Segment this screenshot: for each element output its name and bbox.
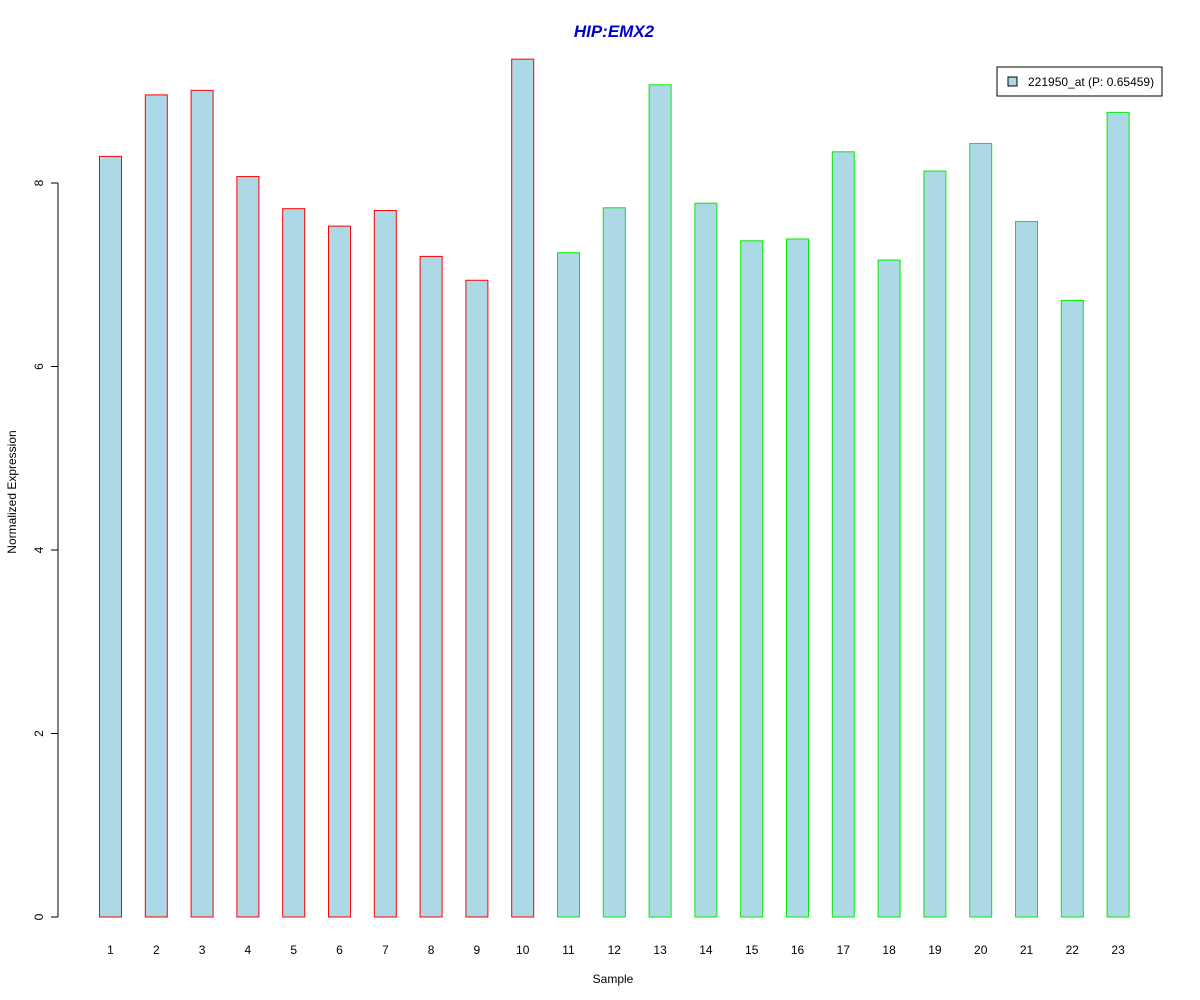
bar <box>740 240 764 918</box>
bar <box>877 259 901 918</box>
bar <box>282 208 306 918</box>
bars <box>99 58 1130 918</box>
bar <box>786 238 809 918</box>
x-tick-label: 1 <box>107 943 114 957</box>
bar <box>831 151 855 918</box>
x-tick-label: 9 <box>474 943 481 957</box>
x-axis-tick-labels: 1 2 3 4 5 6 7 8 9 10 11 12 13 14 15 16 17 18 19 20 21 22 23 <box>107 943 1125 957</box>
x-tick-label: 18 <box>882 943 896 957</box>
y-tick-label: 6 <box>32 363 46 370</box>
bar <box>1015 221 1038 918</box>
bar <box>373 210 397 918</box>
bar <box>602 207 626 918</box>
y-tick-label: 8 <box>32 179 46 186</box>
x-tick-label: 7 <box>382 943 389 957</box>
bar <box>190 89 214 918</box>
bar <box>1106 111 1130 918</box>
x-tick-label: 6 <box>336 943 343 957</box>
x-tick-label: 14 <box>699 943 713 957</box>
x-tick-label: 2 <box>153 943 160 957</box>
x-tick-label: 16 <box>791 943 805 957</box>
bar <box>557 252 580 918</box>
bar <box>99 155 122 918</box>
y-axis-title: Normalized Expression <box>5 430 19 553</box>
bar <box>1060 299 1084 918</box>
x-tick-label: 3 <box>199 943 206 957</box>
y-tick-label: 0 <box>32 913 46 920</box>
legend-swatch <box>1007 76 1018 87</box>
x-tick-label: 19 <box>928 943 942 957</box>
x-tick-label: 13 <box>653 943 667 957</box>
bar <box>144 94 168 918</box>
bar <box>465 279 489 918</box>
bar <box>511 58 535 918</box>
bar <box>969 143 993 918</box>
x-tick-label: 21 <box>1020 943 1034 957</box>
bar <box>419 255 443 918</box>
x-tick-label: 8 <box>428 943 435 957</box>
x-tick-label: 10 <box>516 943 530 957</box>
bar <box>648 84 672 918</box>
x-tick-label: 23 <box>1111 943 1125 957</box>
bar <box>923 170 947 918</box>
chart-title: HIP:EMX2 <box>574 22 655 41</box>
x-tick-label: 20 <box>974 943 988 957</box>
y-tick-label: 4 <box>32 546 46 553</box>
y-tick-label: 2 <box>32 730 46 737</box>
bar <box>694 202 718 918</box>
bar <box>236 176 260 918</box>
x-tick-label: 17 <box>837 943 851 957</box>
x-axis-title: Sample <box>593 972 634 986</box>
legend: 221950_at (P: 0.65459) <box>996 66 1163 97</box>
x-tick-label: 15 <box>745 943 759 957</box>
legend-box <box>996 66 1163 97</box>
legend-label: 221950_at (P: 0.65459) <box>1028 75 1154 89</box>
x-tick-label: 22 <box>1066 943 1080 957</box>
y-axis: 0 2 4 6 8 <box>32 179 59 920</box>
x-tick-label: 5 <box>290 943 297 957</box>
x-tick-label: 4 <box>245 943 252 957</box>
x-tick-label: 12 <box>608 943 622 957</box>
bar <box>328 225 351 918</box>
x-tick-label: 11 <box>562 943 575 957</box>
